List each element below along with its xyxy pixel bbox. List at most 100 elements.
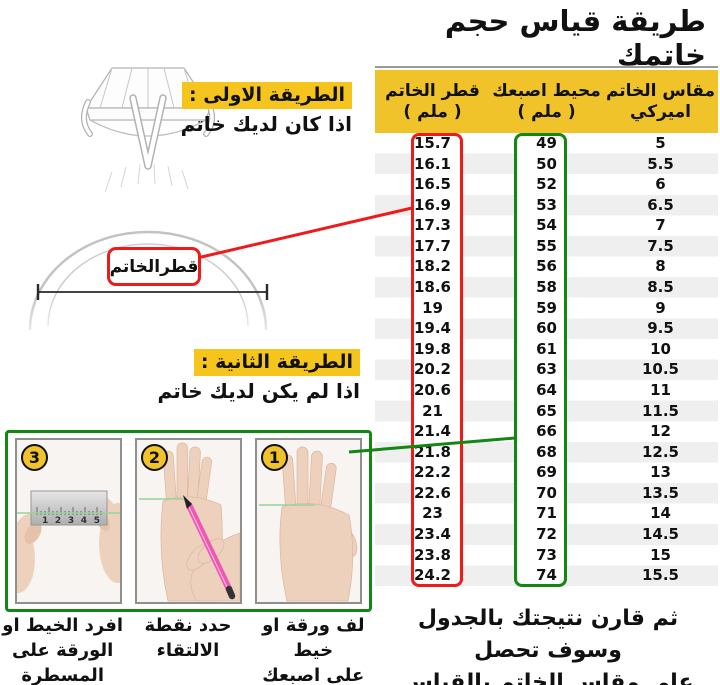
step2-caption-line1: حدد نقطة	[144, 615, 232, 636]
table-row: 23.8 73 15	[375, 545, 718, 566]
table-row: 16.9 53 6.5	[375, 195, 718, 216]
circumference-cell: 54	[536, 216, 557, 235]
size-table-header: قطر الخاتم ( ملم ) محيط اصبعك ( ملم ) مق…	[375, 70, 718, 133]
method1-heading: الطريقة الاولى :	[182, 82, 352, 109]
us-size-cell: 6.5	[647, 195, 674, 214]
diameter-cell: 17.3	[413, 216, 451, 235]
table-row: 19.8 61 10	[375, 339, 718, 360]
table-row: 21.4 66 12	[375, 421, 718, 442]
circumference-cell: 50	[536, 154, 557, 173]
diameter-cell: 18.2	[413, 257, 451, 276]
step1-photo: 1	[255, 438, 362, 604]
diameter-header-line2: ( ملم )	[403, 101, 462, 122]
method2-heading: الطريقة الثانية :	[193, 349, 360, 376]
us-size-cell: 10.5	[641, 360, 679, 379]
circumference-cell: 74	[536, 566, 557, 585]
table-row: 22.2 69 13	[375, 462, 718, 483]
step2-caption: حدد نقطة الالتقاء	[125, 613, 250, 685]
us-size-cell: 11.5	[641, 401, 679, 420]
table-row: 24.2 74 15.5	[375, 565, 718, 586]
step3-badge: 3	[21, 444, 48, 471]
diameter-cell: 19.8	[413, 339, 451, 358]
table-row: 23 71 14	[375, 503, 718, 524]
step1-caption-line2: على اصبعك	[262, 665, 365, 685]
table-row: 19.4 60 9.5	[375, 318, 718, 339]
us-size-cell: 7.5	[647, 236, 674, 255]
circumference-cell: 73	[536, 545, 557, 564]
diameter-cell: 21.4	[413, 422, 451, 441]
diameter-cell: 20.2	[413, 360, 451, 379]
step2-photo: 2	[135, 438, 242, 604]
diameter-cell: 23.4	[413, 524, 451, 543]
circumference-column-header: محيط اصبعك ( ملم )	[490, 70, 603, 133]
us-size-cell: 7	[655, 216, 666, 235]
step3-caption-line1: افرد الخيط او	[2, 615, 124, 636]
circumference-cell: 69	[536, 463, 557, 482]
step-captions: افرد الخيط او الورقة على المسطرة حدد نقط…	[0, 613, 376, 685]
us-size-cell: 14.5	[641, 524, 679, 543]
us-size-cell: 8	[655, 257, 666, 276]
circumference-header-line2: ( ملم )	[517, 101, 576, 122]
circumference-cell: 59	[536, 298, 557, 317]
diameter-cell: 19.4	[413, 319, 451, 338]
circumference-column-green-outline	[514, 133, 567, 587]
us-size-cell: 11	[650, 380, 671, 399]
method1-subtitle: اذا كان لديك خاتم	[180, 112, 352, 136]
us-size-cell: 10	[650, 339, 671, 358]
us-size-cell: 12	[650, 422, 671, 441]
diameter-cell: 16.9	[413, 195, 451, 214]
circumference-cell: 52	[536, 175, 557, 194]
circumference-header-line1: محيط اصبعك	[492, 80, 601, 101]
diameter-cell: 19	[422, 298, 443, 317]
table-row: 18.6 58 8.5	[375, 277, 718, 298]
circumference-cell: 56	[536, 257, 557, 276]
title-divider	[375, 66, 718, 68]
ruler-numbers: 1 2 3 4 5	[42, 516, 100, 526]
us-size-cell: 8.5	[647, 278, 674, 297]
table-row: 17.7 55 7.5	[375, 236, 718, 257]
sketch-fade	[0, 295, 300, 352]
diameter-cell: 23	[422, 504, 443, 523]
size-table-body: 15.7 49 5 16.1 50 5.5 16.5 52 6 16.9 53 6.5 17.3 54 7 1…	[375, 133, 718, 586]
method1-block: الطريقة الاولى : اذا كان لديك خاتم	[150, 82, 352, 136]
diameter-cell: 16.5	[413, 175, 451, 194]
us-size-column-header: مقاس الخاتم اميركي	[603, 70, 718, 133]
diameter-column-red-outline	[411, 133, 463, 587]
table-row: 19 59 9	[375, 298, 718, 319]
us-size-cell: 5.5	[647, 154, 674, 173]
prongs	[81, 94, 215, 170]
circumference-cell: 68	[536, 442, 557, 461]
table-row: 17.3 54 7	[375, 215, 718, 236]
table-row: 21 65 11.5	[375, 401, 718, 422]
diameter-cell: 21	[422, 401, 443, 420]
step1-caption-line1: لف ورقة او خيط	[262, 615, 365, 661]
ring-band	[28, 163, 268, 331]
us-size-cell: 6	[655, 175, 666, 194]
diameter-cell: 22.6	[413, 483, 451, 502]
page-title: طريقة قياس حجم خاتمك	[444, 4, 706, 72]
diameter-cell: 16.1	[413, 154, 451, 173]
circumference-cell: 61	[536, 339, 557, 358]
us-size-header-line1: مقاس الخاتم	[605, 80, 716, 101]
ring-sketch-drawing	[0, 67, 300, 352]
circumference-cell: 65	[536, 401, 557, 420]
circumference-cell: 58	[536, 278, 557, 297]
footer-note: ثم قارن نتيجتك بالجدول وسوف تحصل على مقا…	[378, 603, 718, 685]
us-size-cell: 13.5	[641, 483, 679, 502]
diameter-cell: 15.7	[413, 134, 451, 152]
step3-caption: افرد الخيط او الورقة على المسطرة	[0, 613, 125, 685]
table-row: 21.8 68 12.5	[375, 442, 718, 463]
diameter-measure-line	[36, 284, 269, 300]
circumference-cell: 64	[536, 380, 557, 399]
ring-diameter-label: قطرالخاتم	[107, 247, 201, 286]
steps-photo-panel: 3 1 2 3 4 5 2	[5, 430, 372, 612]
diameter-cell: 22.2	[413, 463, 451, 482]
diameter-cell: 17.7	[413, 236, 451, 255]
wrap-thread-illustration	[257, 441, 360, 602]
method2-block: الطريقة الثانية : اذا لم يكن لديك خاتم	[140, 349, 360, 403]
circumference-cell: 53	[536, 195, 557, 214]
us-size-cell: 14	[650, 504, 671, 523]
step1-caption: لف ورقة او خيط على اصبعك	[251, 613, 376, 685]
circumference-cell: 60	[536, 319, 557, 338]
table-row: 20.2 63 10.5	[375, 359, 718, 380]
